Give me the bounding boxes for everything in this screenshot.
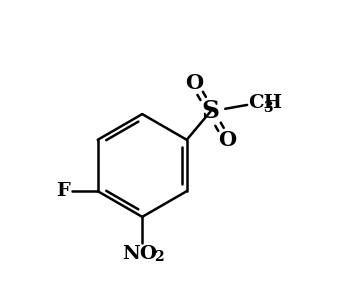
Text: CH: CH (249, 94, 282, 112)
Text: NO: NO (122, 245, 157, 263)
Text: 2: 2 (154, 250, 163, 264)
Text: F: F (56, 182, 70, 200)
Text: S: S (202, 99, 220, 123)
Text: O: O (185, 73, 203, 93)
Text: 3: 3 (263, 101, 273, 115)
Text: O: O (218, 130, 236, 150)
